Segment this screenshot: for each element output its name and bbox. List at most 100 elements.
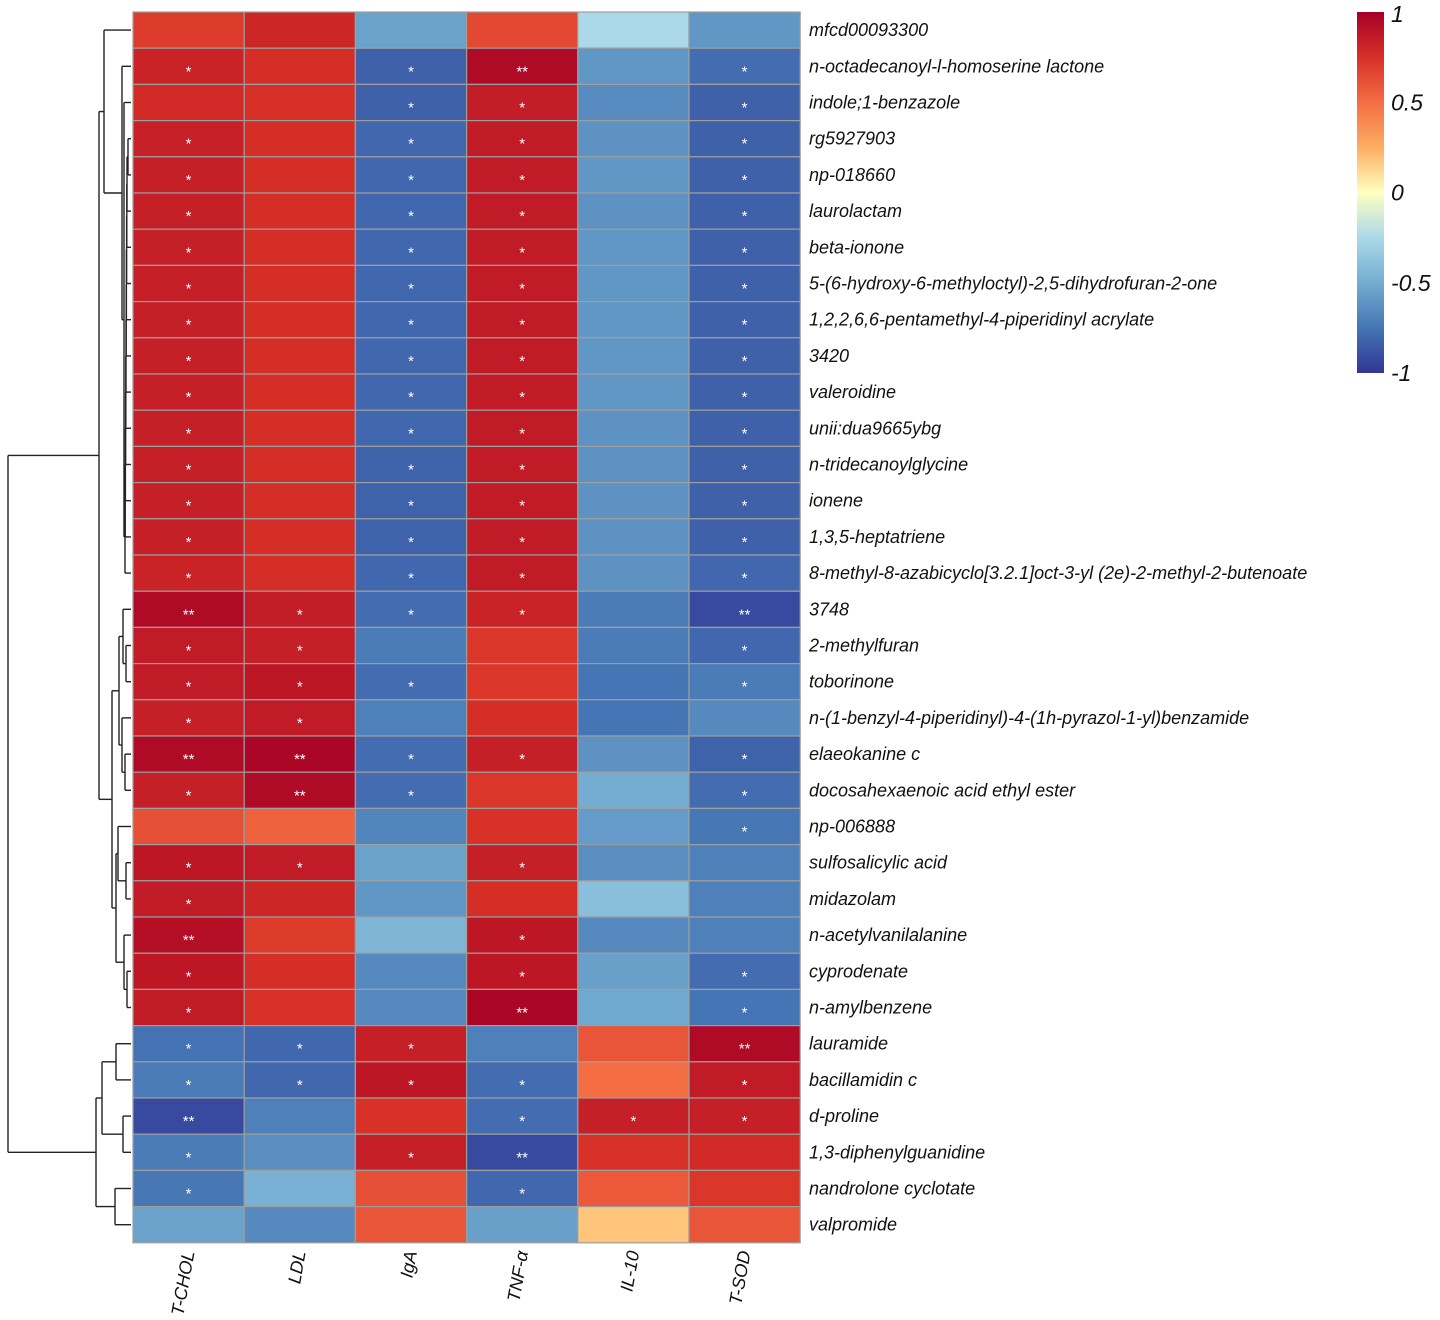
significance-marker: * (742, 281, 748, 298)
heatmap-cell (132, 807, 245, 846)
significance-marker: * (519, 136, 525, 153)
row-label: 1,3,5-heptatriene (809, 527, 945, 547)
significance-marker: * (186, 281, 192, 298)
significance-marker: * (630, 1113, 636, 1130)
row-label: midazolam (809, 889, 896, 909)
row-label: 5-(6-hydroxy-6-methyloctyl)-2,5-dihydrof… (809, 274, 1217, 294)
significance-marker: * (186, 1186, 192, 1203)
heatmap-cell (688, 1061, 801, 1099)
legend-tick-label: 0 (1391, 180, 1404, 206)
significance-marker: * (297, 606, 303, 623)
heatmap-cell (466, 771, 579, 810)
heatmap-cell (132, 83, 245, 122)
row-label: cyprodenate (809, 961, 908, 981)
legend-colorbar (1357, 12, 1384, 373)
heatmap-cell (577, 554, 690, 592)
heatmap-cell (243, 11, 356, 49)
heatmap-cell (466, 156, 579, 194)
heatmap-cell (243, 1024, 356, 1063)
heatmap-cell (466, 916, 579, 954)
heatmap-cell (688, 301, 801, 339)
significance-marker: * (408, 63, 414, 80)
row-label: 2-methylfuran (808, 636, 919, 656)
significance-marker: ** (294, 787, 306, 804)
significance-marker: * (519, 1077, 525, 1094)
heatmap-cell (577, 843, 690, 882)
heatmap-cell (466, 192, 579, 230)
significance-marker: * (742, 425, 748, 442)
heatmap-cell (354, 988, 468, 1027)
significance-marker: * (519, 1186, 525, 1203)
heatmap-cell (688, 373, 801, 411)
significance-marker: * (742, 643, 748, 660)
heatmap-cell (577, 83, 690, 122)
significance-marker: * (186, 136, 192, 153)
heatmap-cell (132, 11, 245, 49)
heatmap-cell (354, 11, 468, 49)
heatmap-cell (243, 843, 356, 882)
heatmap-cell (243, 192, 356, 230)
significance-marker: * (408, 389, 414, 406)
heatmap-cell (577, 626, 690, 665)
heatmap-cell (688, 1205, 801, 1244)
heatmap-cell (354, 735, 468, 773)
significance-marker: * (186, 208, 192, 225)
significance-marker: * (408, 100, 414, 117)
row-label: 8-methyl-8-azabicyclo[3.2.1]oct-3-yl (2e… (809, 563, 1307, 583)
row-label: 1,3-diphenylguanidine (809, 1142, 985, 1162)
heatmap-cell (688, 880, 801, 918)
significance-marker: * (742, 136, 748, 153)
significance-marker: ** (294, 751, 306, 768)
heatmap-cell (577, 662, 690, 701)
heatmap-cell (688, 119, 801, 158)
heatmap-cell (466, 807, 579, 846)
heatmap-cell (577, 119, 690, 158)
significance-marker: * (519, 100, 525, 117)
heatmap-cell (466, 337, 579, 375)
row-labels: mfcd00093300 n-octadecanoyl-l-homoserine … (808, 20, 1307, 1235)
heatmap-cell (577, 1205, 690, 1244)
significance-marker: * (408, 208, 414, 225)
heatmap-cell (132, 518, 245, 556)
heatmap-cell (354, 409, 468, 448)
heatmap-cell (243, 988, 356, 1027)
heatmap-cell (132, 554, 245, 592)
significance-marker: * (742, 389, 748, 406)
heatmap-cell (354, 662, 468, 701)
heatmap-cell (354, 47, 468, 86)
heatmap-cell (243, 301, 356, 339)
significance-marker: * (297, 1041, 303, 1058)
significance-marker: * (519, 462, 525, 479)
significance-marker: * (742, 63, 748, 80)
significance-marker: * (186, 1005, 192, 1022)
heatmap-cell (688, 1169, 801, 1208)
significance-marker: * (297, 679, 303, 696)
heatmap-cell (688, 409, 801, 448)
heatmap-cell (466, 1061, 579, 1099)
significance-marker: * (742, 172, 748, 189)
significance-marker: * (186, 498, 192, 515)
heatmap-cells (132, 11, 801, 1244)
significance-marker: * (186, 896, 192, 913)
significance-marker: * (297, 860, 303, 877)
significance-marker: ** (739, 606, 751, 623)
significance-marker: * (408, 498, 414, 515)
heatmap-cell (466, 228, 579, 266)
heatmap-cell (243, 1097, 356, 1135)
heatmap-cell (354, 337, 468, 375)
significance-marker: ** (183, 1113, 195, 1130)
heatmap-cell (354, 264, 468, 303)
column-label: LDL (284, 1249, 309, 1285)
significance-marker: * (742, 824, 748, 841)
heatmap-cell (132, 590, 245, 629)
heatmap-cell (243, 156, 356, 194)
heatmap-cell (243, 83, 356, 122)
heatmap-cell (688, 264, 801, 303)
heatmap-cell (354, 771, 468, 810)
significance-marker: * (186, 1077, 192, 1094)
significance-marker: * (742, 208, 748, 225)
row-label: n-(1-benzyl-4-piperidinyl)-4-(1h-pyrazol… (809, 708, 1249, 728)
significance-marker: * (742, 244, 748, 261)
significance-marker: ** (516, 63, 528, 80)
row-label: 1,2,2,6,6-pentamethyl-4-piperidinyl acry… (809, 310, 1154, 330)
